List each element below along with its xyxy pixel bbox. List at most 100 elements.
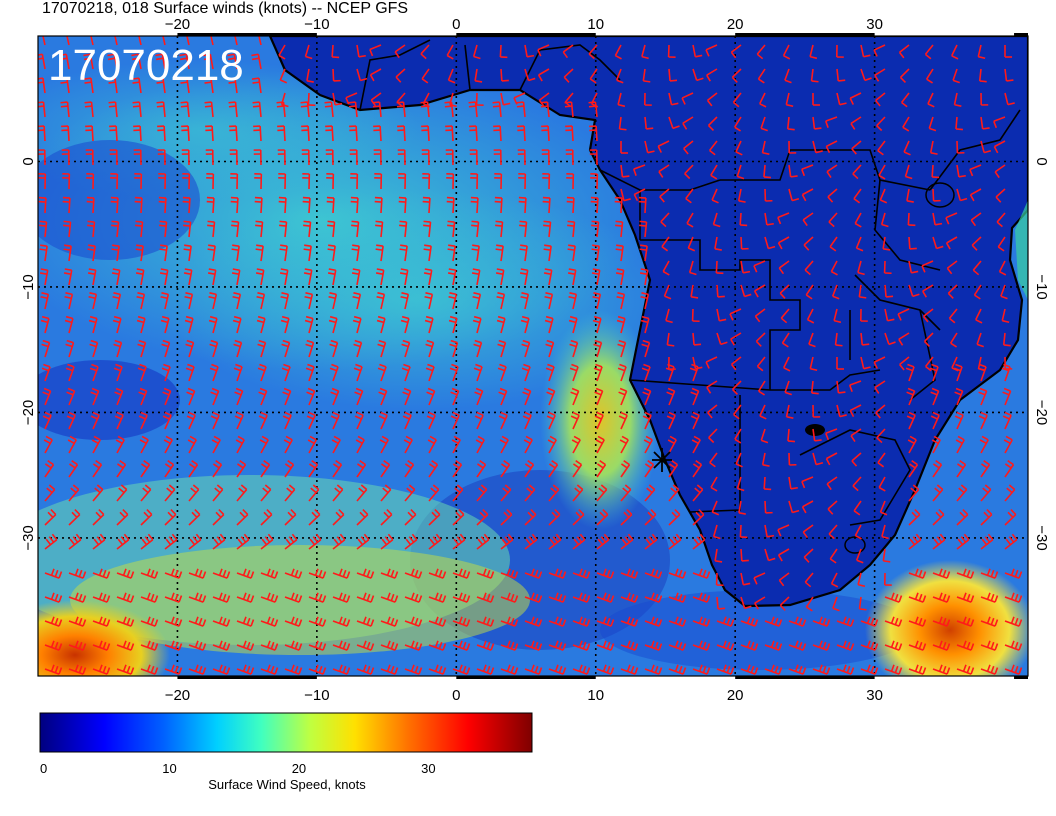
wind-barb (38, 196, 47, 214)
wind-barb (642, 387, 652, 406)
wind-barb (1004, 460, 1015, 478)
wind-barb (754, 596, 766, 610)
wind-barb (303, 220, 312, 238)
wind-barb (921, 260, 934, 273)
wind-barb (730, 356, 742, 371)
wind-barb (980, 592, 999, 603)
wind-barb (207, 244, 216, 262)
wind-barb (374, 196, 383, 214)
wind-barb (908, 460, 919, 478)
wind-barb (278, 196, 287, 214)
wind-barb (352, 315, 362, 334)
wind-barb (61, 149, 70, 166)
wind-barb (882, 548, 891, 563)
wind-barb (808, 332, 816, 348)
lat-tick-label: −20 (20, 400, 37, 425)
wind-barb (255, 268, 265, 286)
wind-barbs (38, 36, 1023, 675)
wind-barb (715, 572, 724, 587)
wind-barb (572, 616, 591, 627)
wind-barb (732, 404, 742, 420)
wind-barb (788, 164, 798, 178)
wind-barb (258, 411, 268, 430)
wind-barb (284, 616, 303, 627)
wind-barb (932, 460, 943, 478)
wind-barb (657, 140, 670, 153)
wind-barb (156, 101, 166, 118)
wind-barb (980, 460, 991, 478)
wind-barb (131, 77, 142, 94)
wind-barb (876, 116, 886, 132)
wind-barb (692, 533, 706, 550)
wind-barb (183, 268, 193, 286)
wind-barb (212, 568, 231, 579)
wind-barb (164, 592, 183, 603)
wind-barb (398, 196, 407, 214)
wind-barb (641, 339, 651, 358)
wind-barb (356, 592, 375, 603)
wind-barb (496, 315, 506, 334)
wind-barb (400, 292, 410, 310)
wind-barb (327, 244, 336, 262)
wind-barb (764, 188, 773, 202)
wind-barb (691, 308, 700, 323)
wind-barb (472, 292, 482, 310)
wind-barb (227, 77, 238, 94)
wind-barb (85, 149, 94, 166)
wind-barb (498, 387, 508, 406)
wind-barb (404, 616, 423, 627)
wind-barb (284, 484, 296, 502)
wind-barb (111, 244, 120, 262)
wind-barb (873, 44, 886, 57)
wind-barb (476, 460, 487, 478)
wind-barb (620, 533, 634, 550)
wind-barb (44, 664, 63, 675)
wind-barb (397, 125, 406, 142)
wind-barb (88, 315, 98, 334)
wind-barb (131, 53, 142, 70)
frame-bar-top (735, 33, 875, 36)
lon-tick-label: 30 (866, 16, 883, 33)
wind-barb (1004, 592, 1023, 603)
wind-barb (681, 92, 694, 105)
wind-barb (327, 268, 337, 286)
wind-barb (980, 616, 999, 627)
frame-bar-bottom (1014, 676, 1028, 679)
wind-barb (570, 411, 580, 430)
wind-barb (251, 53, 262, 70)
wind-barb (375, 268, 385, 286)
wind-barb (1004, 92, 1015, 106)
wind-barb (331, 44, 340, 59)
wind-barb (617, 339, 627, 358)
wind-barb (92, 616, 111, 627)
wind-barb (787, 428, 795, 443)
wind-barb (233, 363, 243, 382)
wind-barb (729, 308, 742, 321)
wind-barb (616, 292, 626, 310)
wind-barb (860, 44, 871, 58)
wind-barb (44, 640, 63, 651)
wind-barb (884, 640, 903, 651)
wind-barb (753, 284, 766, 298)
wind-barb (898, 332, 910, 346)
wind-barb (908, 484, 920, 502)
wind-barb (715, 260, 724, 275)
wind-barb (971, 236, 982, 251)
wind-barb (278, 44, 286, 60)
wind-barb (210, 411, 220, 430)
wind-barb (236, 592, 255, 603)
wind-barb (852, 164, 862, 180)
wind-barb (592, 292, 602, 310)
wind-barb (788, 500, 800, 514)
wind-barb (564, 101, 574, 118)
colorbar-tick-label: 20 (292, 761, 306, 776)
lon-tick-label: 30 (866, 687, 883, 704)
wind-barb (208, 292, 218, 310)
wind-barb (470, 173, 479, 190)
wind-barb (521, 363, 531, 382)
wind-barb (788, 664, 807, 675)
wind-barb (380, 592, 399, 603)
wind-barb (806, 308, 815, 324)
wind-barb (543, 244, 552, 262)
wind-barb (644, 592, 663, 603)
